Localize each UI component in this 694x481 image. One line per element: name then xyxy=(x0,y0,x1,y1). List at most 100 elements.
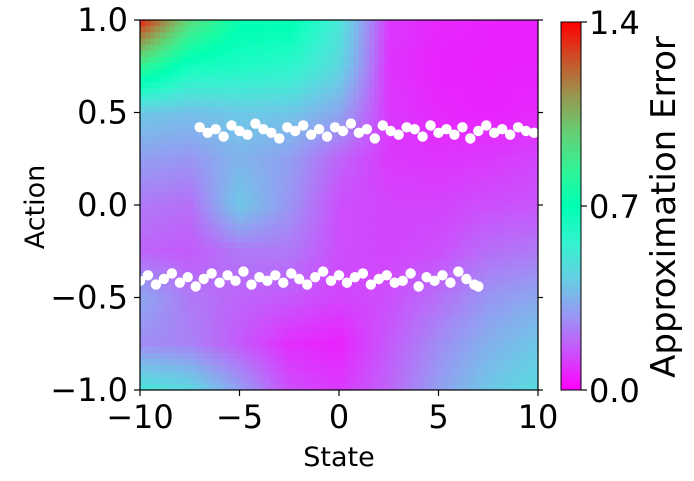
heatmap-cell xyxy=(144,161,151,169)
heatmap-cell xyxy=(164,211,171,218)
heatmap-cell xyxy=(473,149,479,157)
heatmap-cell xyxy=(159,365,166,373)
heatmap-cell xyxy=(224,100,231,107)
heatmap-cell xyxy=(438,192,445,200)
heatmap-cell xyxy=(408,81,415,89)
heatmap-cell xyxy=(403,346,410,354)
heatmap-cell xyxy=(363,198,370,206)
heatmap-cell xyxy=(378,346,385,354)
heatmap-cell xyxy=(319,180,325,188)
heatmap-cell xyxy=(189,57,196,64)
heatmap-cell xyxy=(244,100,251,107)
heatmap-cell xyxy=(473,211,479,218)
heatmap-cell xyxy=(378,211,385,218)
heatmap-cell xyxy=(269,69,275,77)
heatmap-cell xyxy=(383,235,390,243)
heatmap-cell xyxy=(319,112,325,120)
heatmap-cell xyxy=(403,211,410,218)
heatmap-cell xyxy=(199,81,206,89)
heatmap-cell xyxy=(224,186,231,194)
heatmap-cell xyxy=(523,26,529,33)
heatmap-cell xyxy=(533,254,538,262)
heatmap-cell xyxy=(204,217,211,225)
heatmap-cell xyxy=(453,248,460,255)
heatmap-cell xyxy=(194,155,201,163)
heatmap-cell xyxy=(204,248,211,255)
heatmap-cell xyxy=(249,322,256,329)
heatmap-cell xyxy=(393,266,400,274)
heatmap-cell xyxy=(398,81,405,89)
heatmap-cell xyxy=(189,174,196,181)
heatmap-cell xyxy=(533,50,538,58)
heatmap-cell xyxy=(523,291,529,299)
heatmap-cell xyxy=(304,316,310,323)
heatmap-cell xyxy=(423,383,430,390)
heatmap-cell xyxy=(503,20,509,27)
heatmap-cell xyxy=(229,205,236,212)
heatmap-cell xyxy=(140,143,146,151)
heatmap-cell xyxy=(423,44,430,52)
heatmap-cell xyxy=(388,63,395,70)
heatmap-cell xyxy=(418,174,425,181)
heatmap-cell xyxy=(274,260,280,268)
heatmap-cell xyxy=(204,365,211,373)
heatmap-cell xyxy=(463,149,469,157)
heatmap-cell xyxy=(204,143,211,151)
data-point-0 xyxy=(258,123,269,135)
heatmap-cell xyxy=(239,143,246,151)
heatmap-cell xyxy=(314,118,320,126)
heatmap-cell xyxy=(334,192,340,200)
heatmap-cell xyxy=(443,87,450,95)
heatmap-cell xyxy=(453,260,460,268)
heatmap-cell xyxy=(348,186,355,194)
heatmap-cell xyxy=(339,235,345,243)
heatmap-cell xyxy=(368,272,375,280)
data-point-1 xyxy=(429,275,440,287)
heatmap-cell xyxy=(264,365,270,373)
heatmap-cell xyxy=(264,205,270,212)
heatmap-cell xyxy=(493,291,499,299)
heatmap-cell xyxy=(468,44,474,52)
heatmap-cell xyxy=(398,69,405,77)
heatmap-cell xyxy=(478,217,484,225)
heatmap-cell xyxy=(473,260,479,268)
heatmap-cell xyxy=(473,137,479,144)
heatmap-cell xyxy=(363,118,370,126)
heatmap-cell xyxy=(358,235,365,243)
heatmap-cell xyxy=(463,303,469,311)
heatmap-cell xyxy=(339,334,345,342)
heatmap-cell xyxy=(423,198,430,206)
heatmap-cell xyxy=(259,309,265,317)
heatmap-cell xyxy=(363,303,370,311)
heatmap-cell xyxy=(289,112,295,120)
heatmap-cell xyxy=(443,174,450,181)
heatmap-cell xyxy=(383,309,390,317)
heatmap-cell xyxy=(353,50,360,58)
heatmap-cell xyxy=(418,63,425,70)
heatmap-cell xyxy=(343,217,350,225)
heatmap-cell xyxy=(194,248,201,255)
heatmap-cell xyxy=(279,180,285,188)
heatmap-cell xyxy=(334,297,340,305)
heatmap-cell xyxy=(179,285,186,292)
heatmap-cell xyxy=(488,229,494,237)
heatmap-cell xyxy=(169,124,176,132)
heatmap-cell xyxy=(488,279,494,286)
heatmap-cell xyxy=(508,211,514,218)
heatmap-cell xyxy=(488,112,494,120)
heatmap-cell xyxy=(533,149,538,157)
data-point-0 xyxy=(290,125,301,137)
heatmap-cell xyxy=(299,359,305,366)
heatmap-cell xyxy=(299,26,305,33)
heatmap-cell xyxy=(468,168,474,175)
heatmap-cell xyxy=(438,112,445,120)
heatmap-cell xyxy=(368,155,375,163)
heatmap-cell xyxy=(209,217,216,225)
heatmap-cell xyxy=(289,50,295,58)
heatmap-cell xyxy=(408,279,415,286)
heatmap-cell xyxy=(264,106,270,114)
heatmap-cell xyxy=(294,334,300,342)
heatmap-cell xyxy=(383,186,390,194)
heatmap-cell xyxy=(473,371,479,379)
heatmap-cell xyxy=(393,205,400,212)
